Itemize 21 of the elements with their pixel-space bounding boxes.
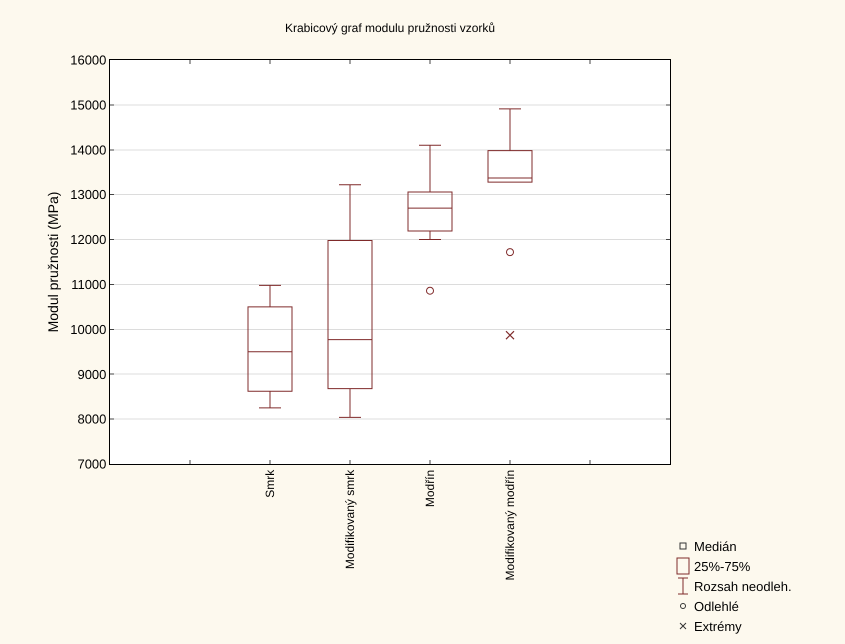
x-tick-label: Modifikovaný smrk xyxy=(342,468,357,570)
y-tick-label: 7000 xyxy=(77,456,106,472)
y-tick-label: 11000 xyxy=(71,276,106,292)
y-tick-label: 13000 xyxy=(70,187,106,202)
text: Rozsah neodleh. xyxy=(694,579,792,594)
text: Medián xyxy=(694,539,737,554)
y-tick-label: 10000 xyxy=(70,322,106,337)
y-tick-label: 14000 xyxy=(70,142,106,158)
y-tick-label: 8000 xyxy=(77,412,106,427)
chart-title: Krabicový graf modulu pružnosti vzorků xyxy=(284,21,496,36)
y-tick-label: 15000 xyxy=(70,97,106,112)
y-tick-label: 16000 xyxy=(70,52,106,68)
text: 25%-75% xyxy=(694,559,751,574)
y-tick-label: 9000 xyxy=(77,366,106,382)
y-axis-title: Modul pružnosti (MPa) xyxy=(44,192,61,332)
text: Extrémy xyxy=(694,619,742,634)
y-tick-label: 12000 xyxy=(70,232,106,248)
x-tick-label: Smrk xyxy=(262,468,277,498)
text: Odlehlé xyxy=(694,599,739,614)
x-tick-label: Modřín xyxy=(422,470,437,508)
x-tick-label: Modifikovaný modřín xyxy=(502,470,517,581)
